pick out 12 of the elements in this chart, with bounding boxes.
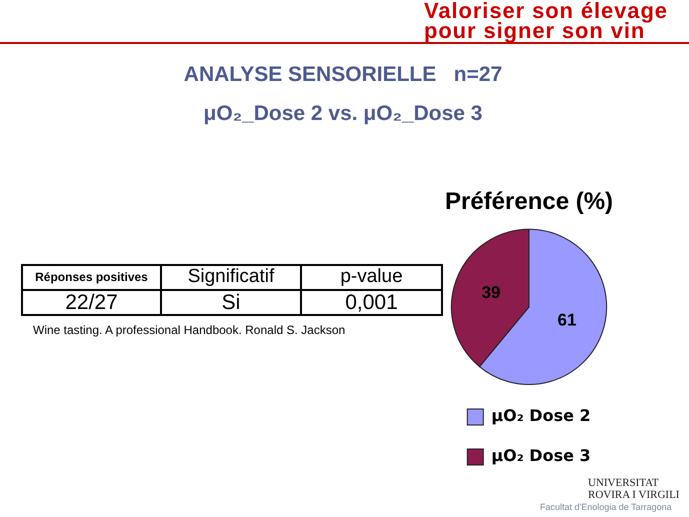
text: UNIVERSITAT bbox=[588, 477, 659, 489]
data-label: 39 bbox=[482, 282, 500, 302]
legend-label: μO₂ Dose 2 bbox=[491, 406, 591, 426]
text: Facultat d'Enologia de Tarragona bbox=[540, 502, 672, 512]
text: μO₂_Dose 2 vs. μO₂_Dose 3 bbox=[204, 102, 482, 125]
text: Wine tasting. A professional Handbook. Ronald S. Jackson bbox=[33, 323, 346, 337]
text: ROVIRA I VIRGILI bbox=[588, 489, 680, 501]
data-label: 61 bbox=[558, 310, 576, 330]
text: ANALYSE SENSORIELLE n=27 bbox=[184, 63, 502, 86]
chart-title: Préférence (%) bbox=[444, 188, 614, 216]
results-table: Réponses positives Significatif p-value 22/27 Si 0,001 bbox=[21, 264, 443, 316]
legend-label: μO₂ Dose 3 bbox=[491, 446, 591, 466]
